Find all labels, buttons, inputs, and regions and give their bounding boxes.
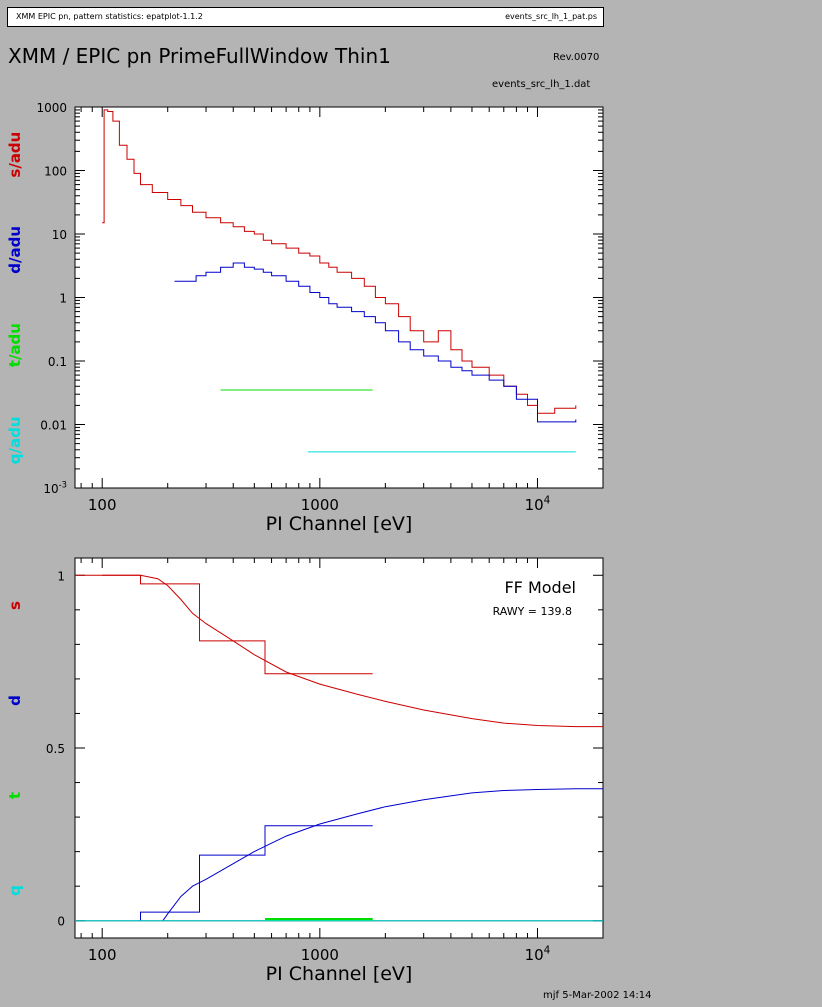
series-d-adu	[174, 262, 577, 423]
y-tick-label: 100	[44, 165, 67, 179]
y-axis-label-t: t	[6, 792, 24, 799]
y-tick-label: 10-3	[43, 480, 67, 496]
header-file-label: events_src_lh_1_pat.ps	[505, 12, 597, 21]
y-axis-label-q-adu: q/adu	[6, 416, 24, 464]
y-tick-label: 1	[57, 569, 65, 583]
page-title: XMM / EPIC pn PrimeFullWindow Thin1	[8, 44, 391, 68]
footer-label: mjf 5-Mar-2002 14:14	[543, 990, 652, 1001]
annotation-rawy: RAWY = 139.8	[493, 605, 572, 618]
series-d-model	[162, 788, 603, 921]
y-tick-label: 0.1	[48, 355, 67, 369]
y-tick-label: 1	[59, 292, 67, 306]
chart-panel-1	[74, 106, 604, 489]
y-tick-label: 1000	[36, 101, 67, 115]
series-s-data	[75, 574, 373, 675]
series-s-model	[102, 574, 603, 728]
filename-label: events_src_lh_1.dat	[492, 79, 591, 90]
plot-area	[74, 557, 604, 939]
y-axis-label-t-adu: t/adu	[6, 323, 24, 367]
x-tick-label: 104	[525, 494, 551, 514]
x-tick-label: 104	[525, 944, 551, 964]
x-tick-label: 1000	[301, 496, 339, 514]
annotation-ff-model: FF Model	[504, 578, 576, 597]
x-axis-label: PI Channel [eV]	[266, 963, 413, 985]
revision-label: Rev.0070	[553, 52, 600, 63]
y-axis-label-s: s	[6, 601, 24, 610]
x-tick-label: 100	[88, 946, 117, 964]
series-s-adu	[102, 109, 577, 414]
x-tick-label: 100	[88, 496, 117, 514]
y-tick-label: 10	[52, 228, 67, 242]
series-d-data	[140, 825, 373, 921]
y-axis-label-q: q	[6, 885, 24, 896]
y-tick-label: 0	[57, 915, 65, 929]
chart-panel-2: FF Model RAWY = 139.8	[74, 557, 604, 939]
header-program-label: XMM EPIC pn, pattern statistics: epatplo…	[16, 12, 203, 21]
y-axis-label-s-adu: s/adu	[6, 132, 24, 178]
y-tick-label: 0.5	[46, 742, 65, 756]
x-axis-label: PI Channel [eV]	[266, 513, 413, 535]
plot-area	[74, 106, 604, 489]
x-tick-label: 1000	[301, 946, 339, 964]
y-tick-label: 0.01	[40, 419, 67, 433]
header-bar: XMM EPIC pn, pattern statistics: epatplo…	[7, 7, 604, 27]
y-axis-label-d-adu: d/adu	[6, 226, 24, 274]
y-axis-label-d: d	[6, 695, 24, 706]
